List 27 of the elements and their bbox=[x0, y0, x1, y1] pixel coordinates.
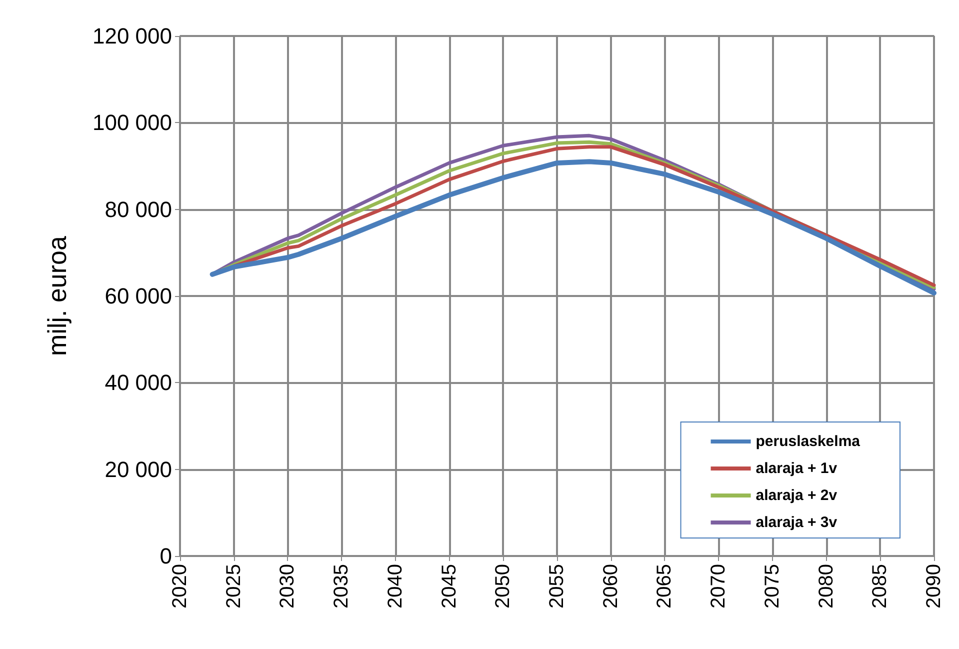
x-tick-label: 2085 bbox=[869, 564, 892, 608]
x-tick-label: 2030 bbox=[276, 564, 299, 608]
x-tick-label: 2090 bbox=[923, 564, 945, 608]
x-tick-label: 2040 bbox=[384, 564, 406, 608]
y-tick-label: 40 000 bbox=[104, 370, 172, 396]
x-tick-label: 2055 bbox=[546, 564, 568, 608]
x-tick-label: 2050 bbox=[492, 564, 514, 608]
x-tick-label: 2080 bbox=[815, 564, 838, 608]
x-tick-label: 2065 bbox=[654, 564, 676, 608]
legend-label: peruslaskelma bbox=[756, 433, 861, 450]
x-tick-label: 2045 bbox=[438, 564, 460, 608]
y-tick-label: 20 000 bbox=[104, 456, 172, 482]
y-tick-label: 80 000 bbox=[104, 196, 172, 222]
y-tick-label: 100 000 bbox=[92, 110, 172, 136]
y-tick-label: 120 000 bbox=[92, 24, 172, 48]
x-tick-label: 2035 bbox=[330, 564, 353, 608]
x-tick-label: 2060 bbox=[600, 564, 622, 608]
legend-label: alaraja + 3v bbox=[756, 514, 838, 531]
y-tick-label: 0 bbox=[160, 544, 172, 568]
x-tick-label: 2075 bbox=[761, 564, 784, 608]
x-tick-label: 2070 bbox=[708, 564, 730, 608]
x-tick-label: 2020 bbox=[169, 564, 191, 608]
legend-label: alaraja + 2v bbox=[756, 487, 838, 504]
x-tick-label: 2025 bbox=[222, 564, 245, 608]
y-tick-label: 60 000 bbox=[104, 284, 172, 308]
legend-label: alaraja + 1v bbox=[756, 460, 838, 477]
y-axis-title: milj. euroa bbox=[42, 235, 72, 356]
